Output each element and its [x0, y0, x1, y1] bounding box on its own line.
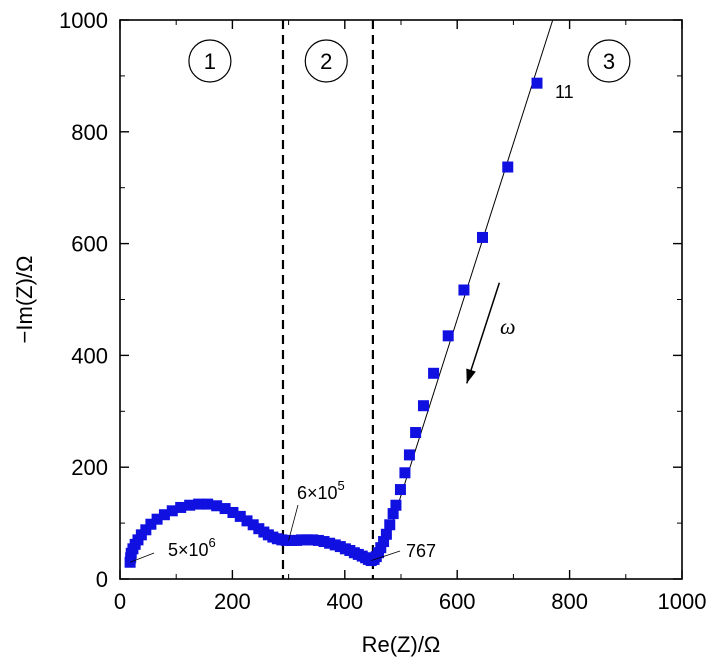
- omega-arrow-head: [466, 368, 476, 384]
- omega-arrow-shaft: [466, 282, 501, 384]
- region-label-2: 2: [320, 49, 332, 74]
- x-tick-label: 200: [214, 589, 251, 614]
- region-label-3: 3: [603, 49, 615, 74]
- data-points-layer: [124, 77, 543, 568]
- data-point: [387, 508, 399, 520]
- x-tick-label: 0: [114, 589, 126, 614]
- y-tick-label: 200: [71, 455, 108, 480]
- y-axis-title: −Im(Z)/Ω: [12, 256, 37, 344]
- data-point: [410, 427, 422, 439]
- data-point: [140, 524, 152, 536]
- data-point: [241, 515, 253, 527]
- x-axis-title: Re(Z)/Ω: [362, 632, 441, 657]
- data-point: [158, 509, 170, 521]
- data-point: [145, 518, 157, 530]
- data-point: [375, 542, 387, 554]
- annotation-exponent: 5: [338, 478, 345, 493]
- data-point: [301, 534, 313, 546]
- data-point: [166, 505, 178, 517]
- data-point: [247, 519, 259, 531]
- data-point: [394, 484, 406, 496]
- data-point: [384, 519, 396, 531]
- data-point: [219, 503, 231, 515]
- data-point: [399, 467, 411, 479]
- y-tick-label: 0: [96, 567, 108, 592]
- data-point: [193, 498, 205, 510]
- annotations-layer: 1 2 3 5×106 6×105 767 11 ω: [129, 39, 631, 563]
- annotation-leader: [288, 504, 299, 541]
- x-tick-label: 600: [439, 589, 476, 614]
- data-point: [378, 536, 390, 548]
- y-tick-label: 1000: [59, 8, 108, 33]
- region-label-1: 1: [204, 49, 216, 74]
- data-point: [417, 400, 429, 412]
- annotation-leader: [129, 552, 155, 563]
- data-point: [403, 449, 415, 461]
- data-point: [442, 330, 454, 342]
- data-point: [324, 537, 336, 549]
- annotation-label: 5×106: [168, 535, 216, 560]
- region-circle-3: [587, 39, 631, 83]
- annotation-label: 767: [406, 541, 436, 561]
- annotation-leader: [371, 550, 401, 561]
- axes-layer: 0 200 400 600 800 1000 0 200 400 600 800 1000: [59, 8, 706, 614]
- annotation-base: 6×10: [297, 483, 338, 503]
- y-tick-label: 600: [71, 232, 108, 257]
- data-point: [151, 513, 163, 525]
- annotation-base: 767: [406, 541, 436, 561]
- data-point: [184, 499, 196, 511]
- data-point: [458, 284, 470, 296]
- annotation-base: 11: [555, 82, 574, 102]
- data-point: [428, 367, 440, 379]
- region-circle-2: [304, 39, 348, 83]
- y-tick-label: 400: [71, 343, 108, 368]
- data-point: [227, 506, 239, 518]
- data-point: [296, 534, 308, 546]
- annotation-base: 5×10: [168, 540, 209, 560]
- data-point: [531, 77, 543, 89]
- data-point: [318, 536, 330, 548]
- data-point: [175, 501, 187, 513]
- data-point: [502, 161, 514, 173]
- x-tick-label: 1000: [658, 589, 707, 614]
- data-point: [234, 510, 246, 522]
- data-point: [380, 528, 392, 540]
- annotation-label: 11: [555, 82, 574, 102]
- y-tick-label: 800: [71, 120, 108, 145]
- data-point: [312, 534, 324, 546]
- annotation-exponent: 6: [209, 535, 216, 550]
- data-point: [307, 534, 319, 546]
- data-point: [211, 500, 223, 512]
- x-tick-label: 800: [551, 589, 588, 614]
- data-point: [476, 231, 488, 243]
- data-point: [202, 498, 214, 510]
- omega-label: ω: [500, 314, 516, 339]
- x-tick-label: 400: [326, 589, 363, 614]
- region-circle-1: [188, 39, 232, 83]
- annotation-label: 6×105: [297, 478, 345, 503]
- data-point: [390, 499, 402, 511]
